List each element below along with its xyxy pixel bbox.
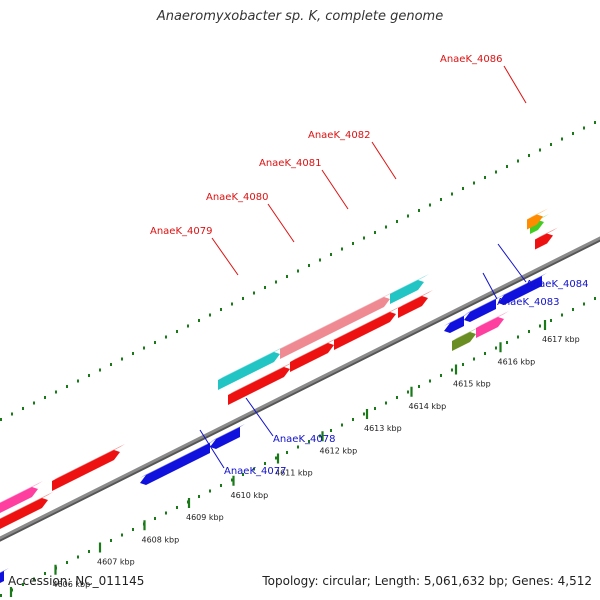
genome-summary-text: Topology: circular; Length: 5,061,632 bp…	[262, 574, 592, 588]
gene-label[interactable]: AnaeK_4083	[497, 297, 559, 308]
cds-feature[interactable]	[0, 492, 53, 534]
kbp-tick-label: 4607 kbp	[97, 558, 135, 567]
cds-feature[interactable]	[334, 306, 401, 350]
rna-feature[interactable]	[390, 274, 429, 304]
rna-feature[interactable]	[218, 346, 285, 390]
cds-reverse-feature[interactable]	[140, 440, 215, 485]
genome-backbone	[0, 236, 600, 540]
gene-leader-line	[245, 397, 274, 437]
cds-feature[interactable]	[535, 227, 558, 250]
map-title: Anaeromyxobacter sp. K, complete genome	[156, 9, 444, 24]
kbp-tick-label: 4611 kbp	[275, 469, 313, 478]
gene-label[interactable]: AnaeK_4084	[526, 279, 588, 290]
backbone-layer	[0, 236, 600, 542]
accession-text: Accession: NC_011145	[8, 574, 145, 588]
kbp-tick-label: 4609 kbp	[186, 513, 224, 522]
cds-feature[interactable]	[398, 290, 433, 318]
cds-reverse-feature[interactable]	[210, 424, 245, 449]
label-layer: AnaeK_4086 AnaeK_4082 AnaeK_4081 AnaeK_4080…	[150, 54, 588, 477]
cds-feature[interactable]	[52, 444, 125, 491]
kbp-tick-label: 4608 kbp	[142, 535, 180, 544]
feature-layer	[0, 208, 558, 585]
gene-label[interactable]: AnaeK_4077	[224, 466, 286, 477]
gene-leader-line	[482, 272, 498, 300]
cds-feature[interactable]	[290, 337, 339, 372]
gene-leader-line	[321, 169, 349, 210]
gene-leader-line	[371, 141, 397, 180]
gene-label[interactable]: AnaeK_4079	[150, 226, 212, 237]
cds-reverse-feature[interactable]	[444, 313, 469, 333]
gene-label[interactable]: AnaeK_4081	[259, 158, 321, 169]
gene-leader-line	[267, 203, 295, 243]
misc-feature[interactable]	[527, 208, 548, 230]
gene-label[interactable]: AnaeK_4080	[206, 192, 268, 203]
gene-leader-line	[211, 237, 239, 276]
gene-label[interactable]: AnaeK_4082	[308, 130, 370, 141]
gene-leader-line	[497, 243, 527, 283]
kbp-tick-label: 4616 kbp	[498, 357, 536, 366]
cds-reverse-feature[interactable]	[0, 568, 9, 585]
gene-label[interactable]: AnaeK_4086	[440, 54, 502, 65]
cds-feature[interactable]	[228, 361, 295, 405]
gene-label[interactable]: AnaeK_4078	[273, 434, 335, 445]
kbp-tick-label: 4610 kbp	[231, 491, 269, 500]
misc-feature[interactable]	[452, 326, 481, 351]
kbp-tick-label: 4614 kbp	[409, 402, 447, 411]
cds-reverse-feature[interactable]	[464, 296, 501, 322]
kbp-tick-label: 4606 kbp	[53, 580, 91, 589]
kbp-tick-label: 4615 kbp	[453, 380, 491, 389]
cds-reverse-feature[interactable]	[498, 273, 547, 305]
misc-feature[interactable]	[476, 311, 509, 338]
gene-leader-line	[199, 429, 225, 469]
kbp-tick-label: 4613 kbp	[364, 424, 402, 433]
gene-leader-line	[503, 65, 527, 104]
kbp-tick-label: 4617 kbp	[542, 335, 580, 344]
misc-feature[interactable]	[0, 481, 43, 518]
rna-feature[interactable]	[280, 291, 395, 359]
kbp-tick-label: 4612 kbp	[320, 446, 358, 455]
